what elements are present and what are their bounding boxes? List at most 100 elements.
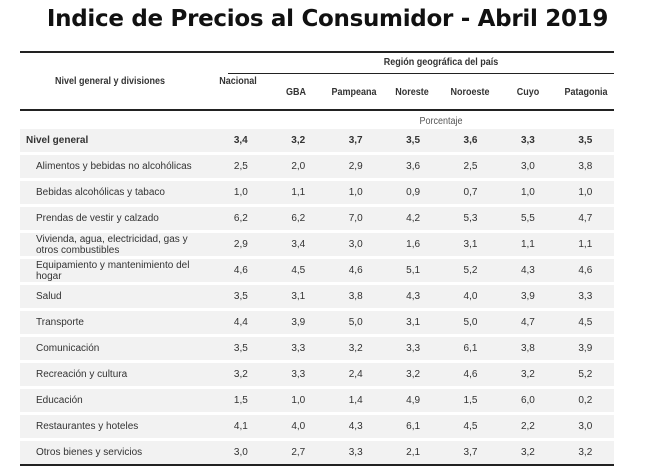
data-table: Nivel general 3,4 3,2 3,7 3,5 3,6 3,3 3,5 Alimen… [20, 129, 614, 467]
cell-value: 4,3 [348, 421, 363, 432]
row-label: Alimentos y bebidas no alcohólicas [36, 161, 192, 172]
table-row: Restaurantes y hoteles 4,1 4,0 4,3 6,1 4,5 2,2… [20, 415, 614, 438]
cell-value: 4,6 [233, 265, 248, 276]
cell-value: 6,1 [463, 343, 478, 354]
cell-value: 3,7 [463, 447, 478, 458]
cell-value: 5,2 [578, 369, 593, 380]
cell-value: 4,7 [520, 317, 535, 328]
cell-value: 3,1 [406, 317, 421, 328]
region-header-gba: GBA [285, 87, 306, 98]
cell-value: 4,6 [348, 265, 363, 276]
cell-value: 5,3 [463, 213, 478, 224]
cell-value: 0,2 [578, 395, 593, 406]
cell-value: 2,7 [291, 447, 306, 458]
table-row: Prendas de vestir y calzado 6,2 6,2 7,0 4,2 5… [20, 207, 614, 230]
cell-value: 1,1 [578, 239, 593, 250]
top-rule [20, 51, 614, 53]
cell-value: 3,2 [291, 135, 306, 146]
cell-value: 4,1 [233, 421, 248, 432]
cell-value: 2,1 [406, 447, 421, 458]
table-row: Bebidas alcohólicas y tabaco 1,0 1,1 1,0 0,9… [20, 181, 614, 204]
cell-value: 4,5 [463, 421, 478, 432]
cell-value: 2,5 [233, 161, 248, 172]
region-rule [228, 73, 614, 74]
row-label: Vivienda, agua, electricidad, gas y otro… [36, 233, 188, 256]
cell-value: 1,0 [578, 187, 593, 198]
row-label: Nivel general [26, 135, 89, 146]
table-row: Equipamiento y mantenimiento del hogar 4,… [20, 259, 614, 282]
cell-value: 3,2 [578, 447, 593, 458]
bottom-rule [20, 464, 614, 466]
cell-value: 2,2 [520, 421, 535, 432]
row-label: Recreación y cultura [36, 369, 128, 380]
cell-value: 7,0 [348, 213, 363, 224]
cell-value: 4,4 [233, 317, 248, 328]
table-row: Comunicación 3,5 3,3 3,2 3,3 6,1 3,8 3,9 [20, 337, 614, 360]
cell-value: 6,0 [520, 395, 535, 406]
cell-value: 0,7 [463, 187, 478, 198]
cell-value: 3,2 [520, 447, 535, 458]
cell-value: 4,9 [406, 395, 421, 406]
table-row-total: Nivel general 3,4 3,2 3,7 3,5 3,6 3,3 3,5 [20, 129, 614, 152]
cell-value: 3,5 [233, 291, 248, 302]
cell-value: 5,1 [406, 265, 421, 276]
cell-value: 0,9 [406, 187, 421, 198]
cell-value: 3,0 [520, 161, 535, 172]
page-title: Indice de Precios al Consumidor - Abril … [46, 6, 609, 32]
cell-value: 2,9 [348, 161, 363, 172]
row-label: Transporte [36, 317, 84, 328]
cell-value: 3,6 [463, 135, 478, 146]
cell-value: 3,4 [233, 135, 248, 146]
row-label: Educación [36, 395, 83, 406]
division-header: Nivel general y divisiones [54, 76, 166, 87]
cell-value: 3,3 [291, 343, 306, 354]
cell-value: 3,3 [578, 291, 593, 302]
cell-value: 6,1 [406, 421, 421, 432]
cell-value: 4,2 [406, 213, 421, 224]
cell-value: 3,8 [520, 343, 535, 354]
cell-value: 3,9 [520, 291, 535, 302]
row-label: Restaurantes y hoteles [36, 421, 139, 432]
cell-value: 3,4 [291, 239, 306, 250]
cell-value: 5,5 [520, 213, 535, 224]
table-row: Recreación y cultura 3,2 3,3 2,4 3,2 4,6 3,2 5,… [20, 363, 614, 386]
table-row: Vivienda, agua, electricidad, gas y otro… [20, 233, 614, 256]
cell-value: 3,3 [291, 369, 306, 380]
cell-value: 2,4 [348, 369, 363, 380]
unit-label: Porcentaje [419, 116, 463, 127]
cell-value: 1,4 [348, 395, 363, 406]
cell-value: 3,5 [578, 135, 593, 146]
cell-value: 4,5 [578, 317, 593, 328]
region-header-noroeste: Noroeste [450, 87, 490, 98]
cell-value: 4,6 [578, 265, 593, 276]
cell-value: 1,0 [348, 187, 363, 198]
cell-value: 3,9 [578, 343, 593, 354]
cell-value: 3,8 [348, 291, 363, 302]
cell-value: 4,0 [291, 421, 306, 432]
cell-value: 5,0 [348, 317, 363, 328]
cell-value: 3,5 [406, 135, 421, 146]
cell-value: 3,7 [348, 135, 363, 146]
cell-value: 1,1 [291, 187, 306, 198]
table-row: Alimentos y bebidas no alcohólicas 2,5 2,0… [20, 155, 614, 178]
nacional-header: Nacional [219, 76, 257, 87]
cell-value: 4,6 [463, 369, 478, 380]
cell-value: 3,3 [406, 343, 421, 354]
cell-value: 4,0 [463, 291, 478, 302]
table-row: Salud 3,5 3,1 3,8 4,3 4,0 3,9 3,3 [20, 285, 614, 308]
cell-value: 3,3 [520, 135, 535, 146]
region-header-patagonia: Patagonia [564, 87, 608, 98]
table-row: Educación 1,5 1,0 1,4 4,9 1,5 6,0 0,2 [20, 389, 614, 412]
cell-value: 1,1 [520, 239, 535, 250]
cell-value: 1,5 [463, 395, 478, 406]
cell-value: 3,3 [348, 447, 363, 458]
cell-value: 2,0 [291, 161, 306, 172]
region-header-pampeana: Pampeana [331, 87, 377, 98]
cell-value: 5,0 [463, 317, 478, 328]
row-label: Equipamiento y mantenimiento del hogar [36, 259, 190, 282]
region-header-cuyo: Cuyo [516, 87, 540, 98]
cell-value: 1,5 [233, 395, 248, 406]
cell-value: 4,7 [578, 213, 593, 224]
cell-value: 3,2 [348, 343, 363, 354]
cell-value: 3,8 [578, 161, 593, 172]
